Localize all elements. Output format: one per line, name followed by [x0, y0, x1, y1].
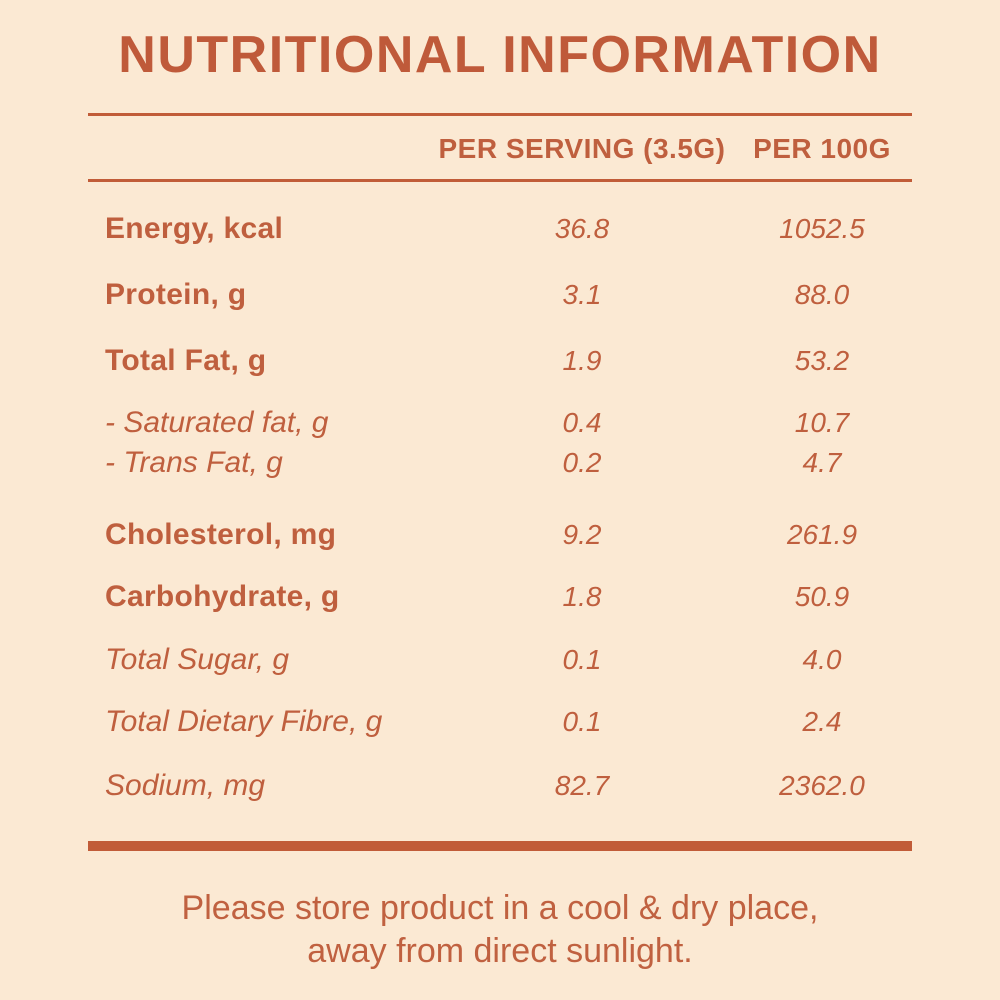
row-value-per-serving: 0.1 — [562, 706, 602, 737]
storage-note-line2: away from direct sunlight. — [307, 932, 693, 970]
row-value-per-100g: 261.9 — [786, 519, 858, 550]
row-value-per-serving: 1.9 — [562, 345, 602, 376]
row-label: - Trans Fat, g — [105, 446, 283, 479]
table-body: Energy, kcal 36.8 1052.5 Protein, g 3.1 … — [88, 182, 912, 804]
row-value-per-serving: 1.8 — [562, 581, 602, 612]
row-value-per-serving: 0.2 — [562, 447, 602, 478]
divider-under-title — [88, 113, 912, 116]
table-row-total-sugar: Total Sugar, g 0.1 4.0 — [88, 642, 912, 678]
page-title: NUTRITIONAL INFORMATION — [118, 26, 882, 84]
row-value-per-100g: 10.7 — [794, 407, 850, 438]
table-row-cholesterol: Cholesterol, mg 9.2 261.9 — [88, 517, 912, 553]
row-value-per-100g: 2.4 — [802, 706, 842, 737]
row-label: Energy, kcal — [105, 212, 284, 245]
row-label: Protein, g — [105, 278, 247, 311]
row-value-per-serving: 0.4 — [562, 407, 602, 438]
row-label: Total Dietary Fibre, g — [105, 705, 383, 738]
row-value-per-100g: 50.9 — [794, 581, 850, 612]
divider-bottom — [88, 841, 912, 851]
row-value-per-100g: 2362.0 — [779, 770, 865, 801]
row-value-per-serving: 0.1 — [562, 644, 602, 675]
row-label: Total Sugar, g — [105, 643, 290, 676]
row-label: Sodium, mg — [105, 769, 266, 802]
storage-note-line1: Please store product in a cool & dry pla… — [181, 889, 819, 927]
row-value-per-serving: 9.2 — [562, 519, 602, 550]
table-row-carbohydrate: Carbohydrate, g 1.8 50.9 — [88, 579, 912, 615]
table-row-protein: Protein, g 3.1 88.0 — [88, 277, 912, 313]
row-value-per-serving: 36.8 — [554, 213, 610, 244]
row-value-per-100g: 1052.5 — [779, 213, 865, 244]
row-value-per-serving: 3.1 — [562, 279, 602, 310]
row-label: - Saturated fat, g — [105, 406, 329, 439]
storage-note: Please store product in a cool & dry pla… — [88, 887, 912, 973]
row-label: Total Fat, g — [105, 344, 267, 377]
row-value-per-100g: 4.7 — [802, 447, 842, 478]
row-value-per-serving: 82.7 — [554, 770, 610, 801]
row-label: Carbohydrate, g — [105, 580, 340, 613]
row-value-per-100g: 88.0 — [794, 279, 850, 310]
table-row-saturated-fat: - Saturated fat, g 0.4 10.7 — [88, 405, 912, 441]
table-row-total-fat: Total Fat, g 1.9 53.2 — [88, 343, 912, 379]
table-row-trans-fat: - Trans Fat, g 0.2 4.7 — [88, 445, 912, 481]
table-row-sodium: Sodium, mg 82.7 2362.0 — [88, 768, 912, 804]
column-header-per-100g: PER 100G — [753, 133, 891, 164]
table-row-dietary-fibre: Total Dietary Fibre, g 0.1 2.4 — [88, 704, 912, 740]
column-header-per-serving: PER SERVING (3.5G) — [438, 133, 726, 164]
row-value-per-100g: 4.0 — [802, 644, 842, 675]
row-value-per-100g: 53.2 — [794, 345, 850, 376]
divider-under-header — [88, 179, 912, 182]
table-header-row: PER SERVING (3.5G) PER 100G — [88, 116, 912, 179]
table-row-energy: Energy, kcal 36.8 1052.5 — [88, 211, 912, 247]
row-label: Cholesterol, mg — [105, 518, 337, 551]
